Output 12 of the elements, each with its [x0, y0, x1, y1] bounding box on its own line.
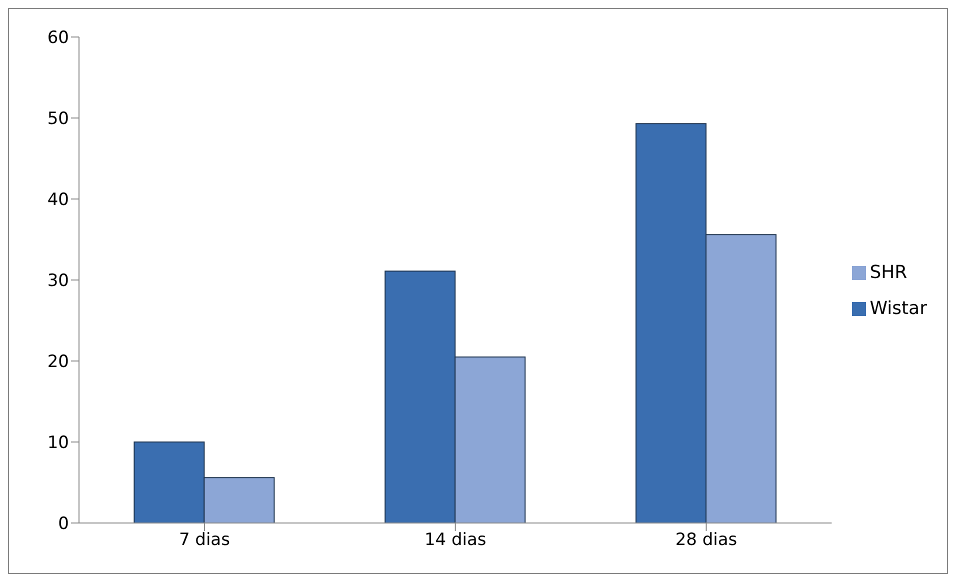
- y-tick-label: 0: [58, 514, 69, 534]
- legend-label: Wistar: [870, 298, 927, 319]
- y-tick-label: 10: [47, 433, 69, 454]
- x-tick-label: 7 dias: [178, 530, 230, 550]
- y-tick-label: 20: [47, 352, 69, 372]
- y-tick-label: 50: [47, 109, 69, 130]
- legend-label: SHR: [870, 262, 908, 283]
- y-tick-label: 60: [47, 28, 69, 48]
- y-tick-label: 30: [47, 271, 69, 292]
- y-tick-label: 40: [47, 190, 69, 210]
- x-tick-label: 28 dias: [675, 530, 738, 550]
- x-tick-label: 14 dias: [424, 530, 486, 550]
